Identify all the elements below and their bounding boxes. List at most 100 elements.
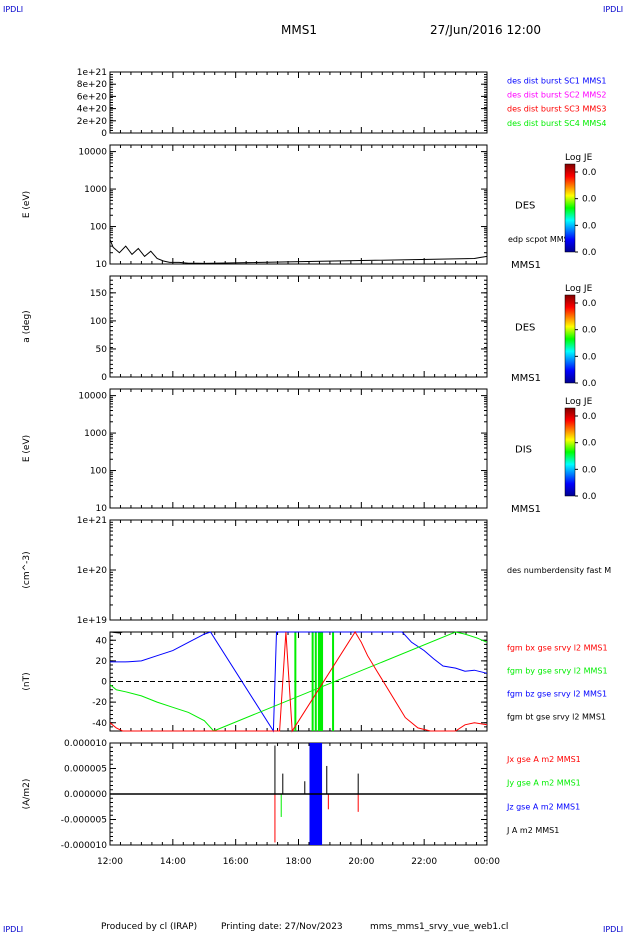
green-band: [321, 632, 324, 731]
series-line: [109, 631, 123, 634]
y-tick-label: -0.000010: [61, 841, 107, 851]
colorbar-gradient: [564, 407, 576, 497]
colorbar-title: Log JE: [565, 284, 593, 294]
y-tick-label: 1e+20: [77, 566, 108, 576]
x-tick-label: 18:00: [286, 857, 312, 867]
panels-group: 1e+21 8e+20 6e+20 4e+20 2e+20 0 des dist burst…: [22, 68, 611, 867]
panel-frame: [109, 388, 488, 509]
colorbar-tick-label: 0.0: [582, 352, 597, 362]
legend-entry: J A m2 MMS1: [506, 826, 559, 835]
x-tick-label: 14:00: [160, 857, 186, 867]
y-axis-label: (A/m2): [22, 779, 32, 810]
colorbar-gradient: [564, 163, 576, 253]
y-tick-label: 1000: [84, 185, 107, 195]
corner-label-top-left: IPDLI: [3, 5, 23, 14]
colorbar-tick-label: 0.0: [582, 379, 597, 389]
y-axis-label: E (eV): [22, 435, 32, 462]
corner-label-bottom-right: IPDLI: [603, 925, 623, 934]
legend-entry: Jy gse A m2 MMS1: [506, 779, 581, 788]
y-tick-label: -0.000005: [61, 816, 107, 826]
series-label: edp scpot MMS1: [508, 235, 574, 244]
colorbar-tick-label: 0.0: [582, 299, 597, 309]
x-tick-label: 20:00: [348, 857, 374, 867]
y-tick-label: 0: [101, 373, 107, 383]
x-tick-label: 12:00: [97, 857, 123, 867]
legend-entry: fgm bt gse srvy l2 MMS1: [507, 712, 606, 721]
y-tick-label: 1e+21: [77, 68, 107, 78]
green-band: [314, 632, 317, 731]
x-tick-label: 00:00: [474, 857, 500, 867]
side-label: DIS: [515, 445, 532, 456]
green-band: [319, 632, 322, 731]
legend-entry: Jz gse A m2 MMS1: [506, 802, 580, 811]
spacecraft-title: MMS1: [281, 23, 317, 37]
footer-printing-date: Printing date: 27/Nov/2023: [221, 922, 343, 932]
y-tick-label: 40: [96, 636, 108, 646]
footer-filename: mms_mms1_srvy_vue_web1.cl: [370, 922, 508, 932]
legend-entry: fgm bz gse srvy l2 MMS1: [507, 689, 607, 698]
panel-dis_energy: 10000 1000 100 10 E (eV) DIS MMS1 Log JE 0.0 0.0 0…: [22, 388, 597, 515]
colorbar-tick-label: 0.0: [582, 221, 597, 231]
y-tick-label: 8e+20: [77, 80, 108, 90]
footer-produced-by: Produced by cl (IRAP): [101, 922, 197, 932]
green-band: [294, 632, 297, 731]
y-tick-label: 1000: [84, 429, 107, 439]
corner-label: MMS1: [511, 373, 541, 384]
colorbar-title: Log JE: [565, 397, 593, 407]
x-tick-label: 22:00: [411, 857, 437, 867]
y-tick-label: 10: [96, 260, 108, 270]
y-tick-label: 10000: [78, 148, 107, 158]
y-tick-label: -20: [92, 698, 107, 708]
y-tick-label: 100: [90, 467, 107, 477]
y-tick-label: 100: [90, 223, 107, 233]
corner-label-top-right: IPDLI: [603, 5, 623, 14]
colorbar-tick-label: 0.0: [582, 168, 597, 178]
x-tick-label: 16:00: [223, 857, 249, 867]
colorbar-tick-label: 0.0: [582, 465, 597, 475]
panel-des_pitch: 150 100 50 0 a (deg) DES MMS1 Log JE 0.0 0.0 0.0 0.…: [22, 275, 597, 389]
green-band: [332, 632, 335, 731]
y-tick-label: 4e+20: [77, 105, 108, 115]
panel-fgm: 40 20 0 -20 -40 (nT) fgm bx gse srvy l2 MMS1 fg…: [22, 631, 608, 733]
y-tick-label: 20: [96, 657, 108, 667]
y-axis-label: (nT): [22, 672, 32, 690]
colorbar-tick-label: 0.0: [582, 492, 597, 502]
y-tick-label: 1e+19: [77, 616, 108, 626]
y-tick-label: 100: [90, 317, 107, 327]
panel-frame: [109, 71, 488, 134]
colorbar-tick-label: 0.0: [582, 326, 597, 336]
y-tick-label: 0: [101, 129, 107, 139]
colorbar-title: Log JE: [565, 153, 593, 163]
y-axis-label: (cm^-3): [22, 551, 32, 588]
y-tick-label: 0.000000: [64, 790, 107, 800]
series-line: [109, 631, 488, 732]
legend-entry: des dist burst SC2 MMS2: [507, 91, 606, 100]
legend-entry: des dist burst SC4 MMS4: [507, 119, 606, 128]
colorbar-tick-label: 0.0: [582, 412, 597, 422]
green-band: [311, 632, 314, 731]
panel-current: 0.000010 0.000005 0.000000 -0.000005 -0.0000…: [22, 739, 581, 867]
y-tick-label: 50: [96, 345, 108, 355]
y-tick-label: 0.000010: [64, 739, 107, 749]
legend-entry: fgm bx gse srvy l2 MMS1: [507, 643, 608, 652]
y-axis-label: E (eV): [22, 191, 32, 218]
y-tick-label: 10: [96, 504, 108, 514]
side-label: DES: [515, 323, 535, 334]
corner-label: MMS1: [511, 504, 541, 515]
green-band: [317, 632, 320, 731]
colorbar-tick-label: 0.0: [582, 248, 597, 258]
corner-label-bottom-left: IPDLI: [3, 925, 23, 934]
colorbar-gradient: [564, 294, 576, 384]
legend-entry: Jx gse A m2 MMS1: [506, 755, 581, 764]
y-tick-label: 10000: [78, 392, 107, 402]
y-tick-label: -40: [92, 719, 107, 729]
panel-frame: [109, 144, 488, 265]
legend-entry: des numberdensity fast M: [507, 566, 611, 575]
series-line: [109, 631, 488, 733]
legend-entry: des dist burst SC1 MMS1: [507, 76, 606, 85]
datetime-title: 27/Jun/2016 12:00: [430, 23, 541, 37]
colorbar-tick-label: 0.0: [582, 439, 597, 449]
panel-density: 1e+21 1e+20 1e+19 (cm^-3) des numberdensity …: [22, 516, 611, 626]
y-tick-label: 0.000005: [64, 765, 107, 775]
